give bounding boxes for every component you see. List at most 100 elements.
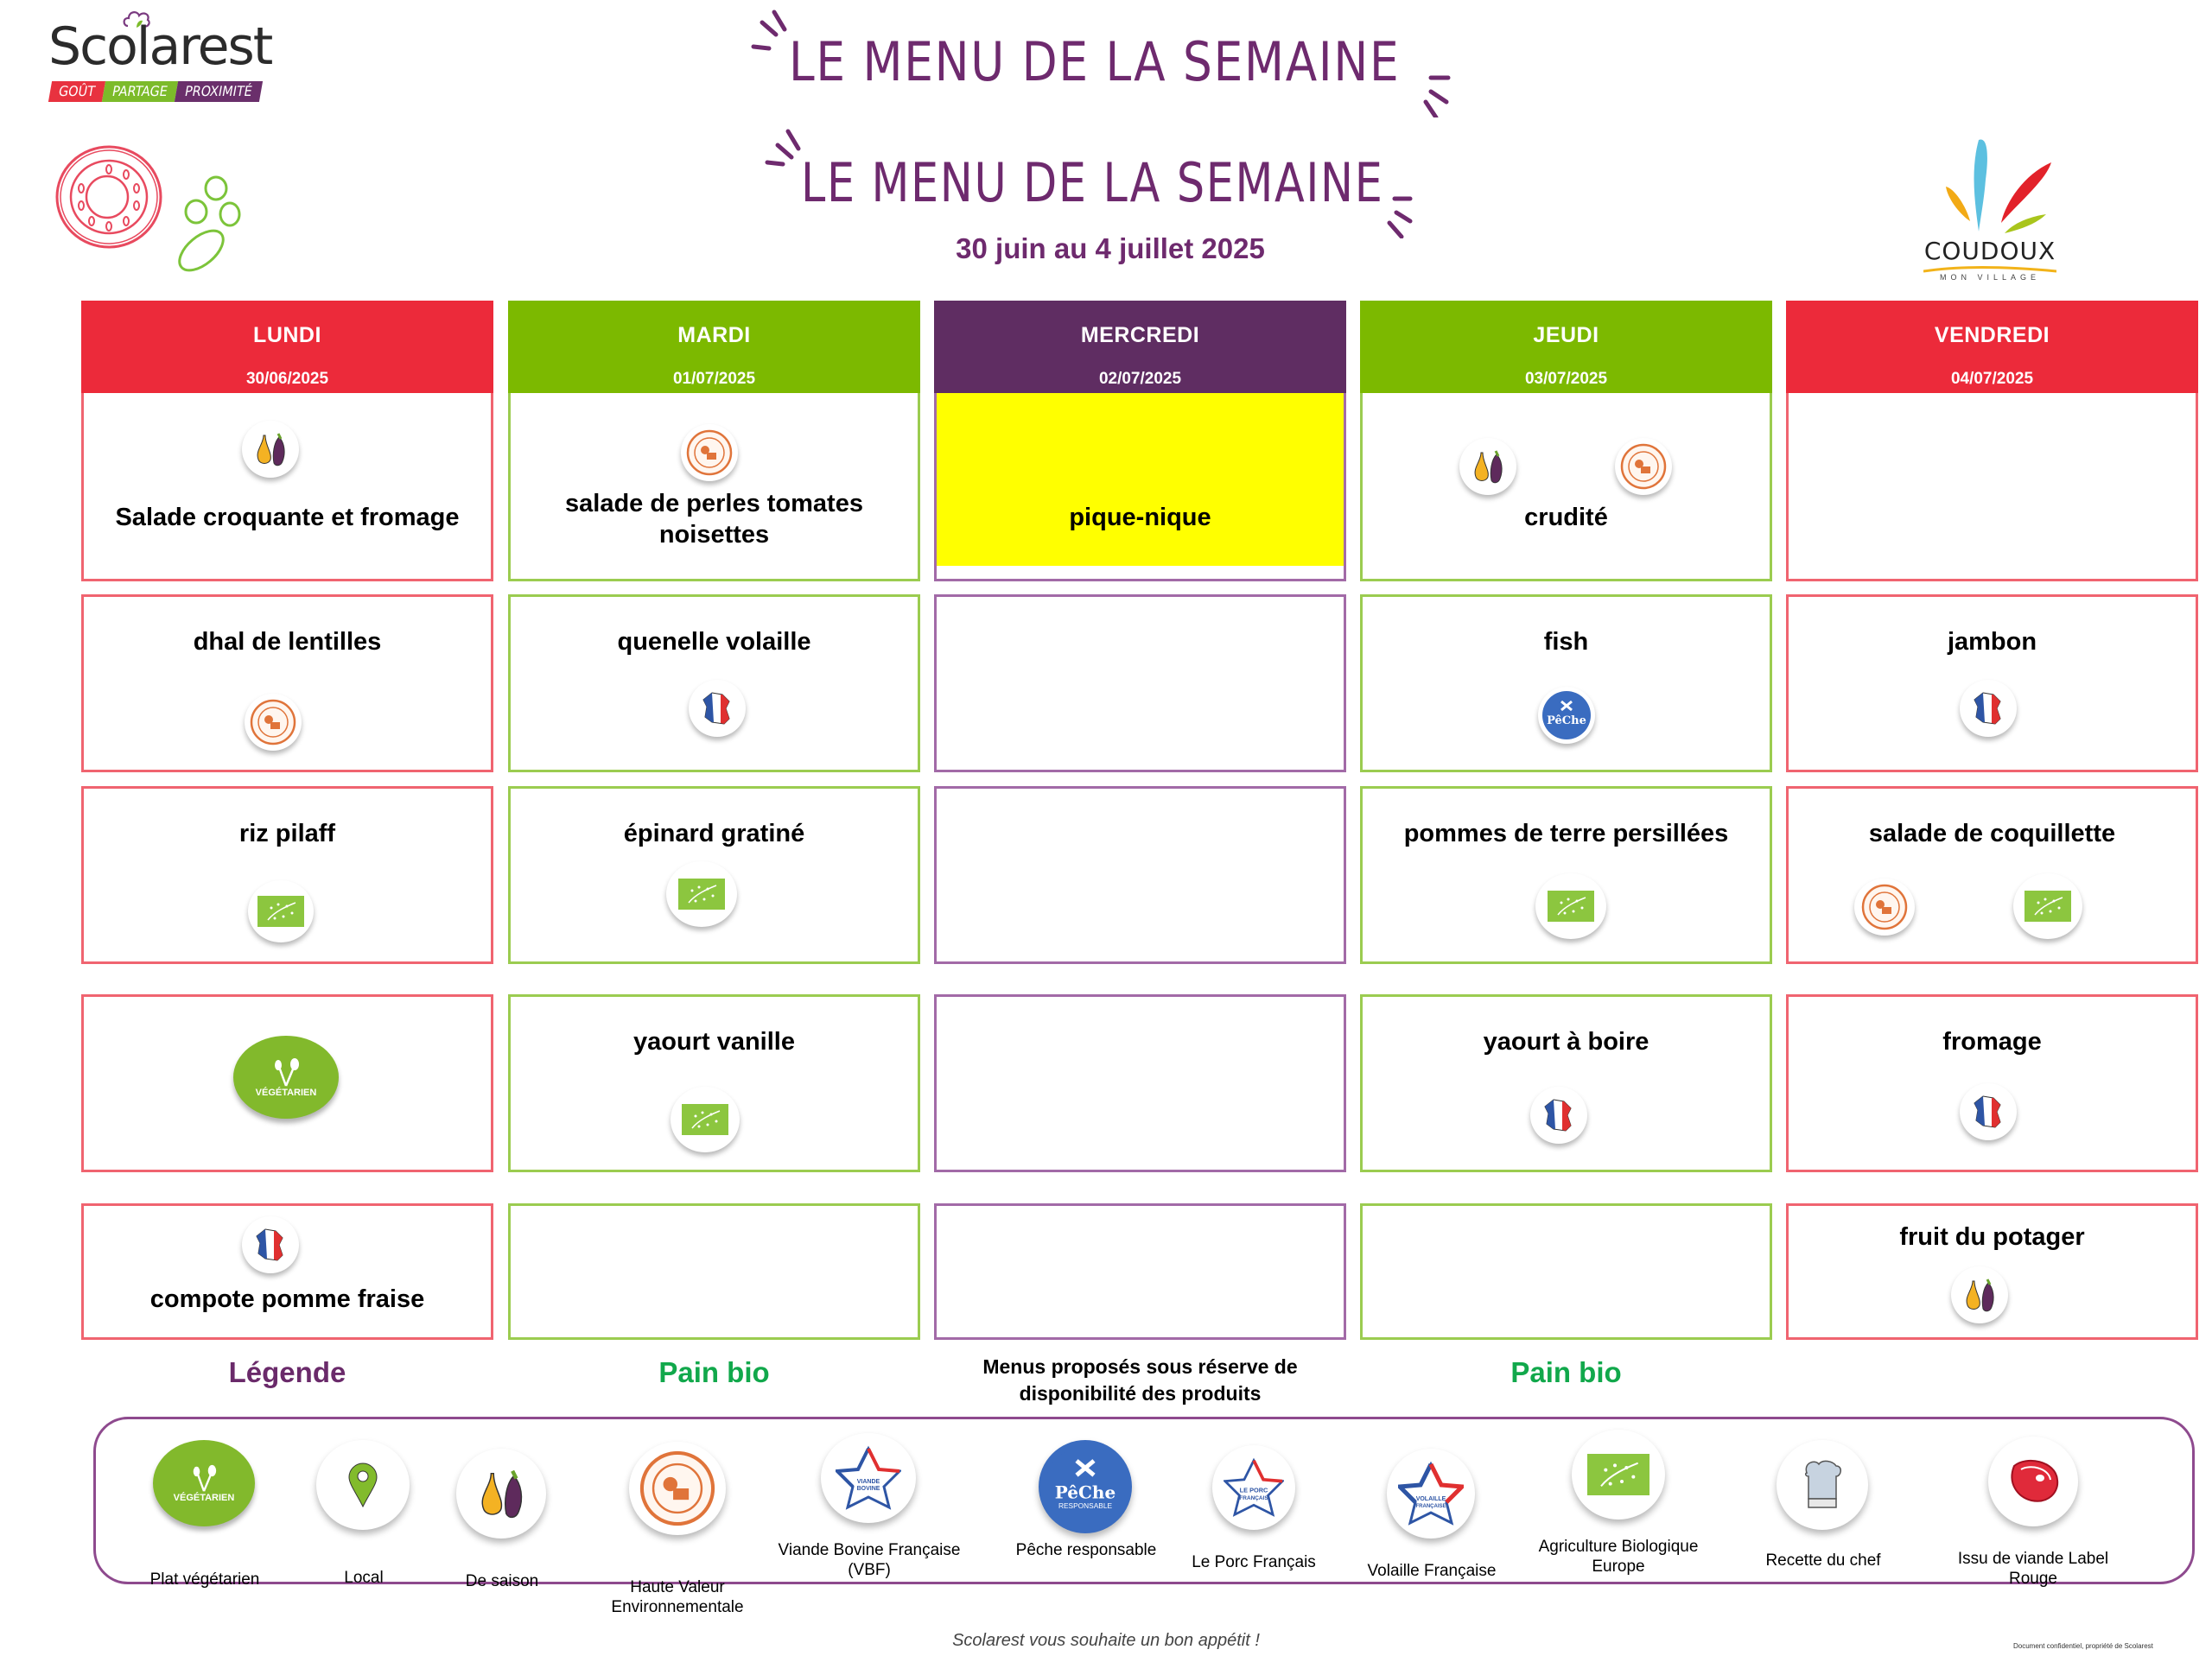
availability-note: Menus proposés sous réserve de disponibi… <box>982 1355 1298 1405</box>
day-date: 04/07/2025 <box>1950 370 2034 388</box>
scolarest-logo: Scolarest GOÛT PARTAGE PROXIMITÉ <box>48 9 299 102</box>
dish-name: crudité <box>1524 504 1608 531</box>
agriculture-biologique-icon <box>666 861 737 927</box>
haute-valeur-environnementale-icon <box>245 694 302 751</box>
dish-name: fruit du potager <box>1899 1223 2085 1251</box>
legend-label: Le Porc Français <box>1192 1553 1316 1571</box>
footer-message: Scolarest vous souhaite un bon appétit ! <box>952 1631 1260 1650</box>
dish-name: fish <box>1543 628 1589 656</box>
haute-valeur-environnementale-icon <box>681 424 738 481</box>
legend-label: Agriculture Biologique Europe <box>1538 1538 1699 1576</box>
menu-cell-mercredi-4 <box>934 994 1346 1172</box>
title-dashes-icon <box>765 129 1413 238</box>
legend-label: Pêche responsable <box>1015 1541 1157 1559</box>
dish-name: pommes de terre persillées <box>1403 820 1729 847</box>
legend-label: Local <box>344 1569 384 1587</box>
day-header-jeudi: JEUDI 03/07/2025 <box>1360 301 1772 394</box>
day-date: 30/06/2025 <box>245 370 329 388</box>
legend-label: Issu de viande Label Rouge <box>1957 1550 2109 1588</box>
svg-text:PêChe: PêChe <box>1547 714 1586 727</box>
menu-cell-mercredi-2 <box>934 594 1346 772</box>
dish-name: épinard gratiné <box>623 820 805 847</box>
menu-cell-lundi-4: VÉGÉTARIEN <box>81 994 493 1172</box>
origine-france-icon <box>689 680 746 737</box>
menu-cell-jeudi-4: yaourt à boire <box>1360 994 1772 1172</box>
menu-cell-lundi-1: Salade croquante et fromage <box>81 393 493 581</box>
dish-name: pique-nique <box>1069 504 1211 531</box>
origine-france-icon <box>1960 1083 2017 1140</box>
agriculture-biologique-icon <box>1535 873 1606 939</box>
chef-hat-icon <box>1777 1440 1868 1530</box>
legend-label: Haute Valeur Environnementale <box>611 1578 744 1616</box>
title-dashes-icon <box>751 10 1451 117</box>
legend-panel: VÉGÉTARIEN Plat végétarien Local De sais… <box>93 1417 2195 1616</box>
tagline-gout: GOÛT <box>48 81 105 102</box>
location-pin-icon <box>316 1440 410 1530</box>
legend-label: Plat végétarien <box>149 1570 260 1589</box>
menu-cell-jeudi-1: crudité <box>1360 393 1772 581</box>
day-header-mardi: MARDI 01/07/2025 <box>508 301 920 394</box>
legend-label: De saison <box>465 1572 539 1590</box>
menu-cell-vendredi-4: fromage <box>1786 994 2198 1172</box>
week-period: 30 juin au 4 juillet 2025 <box>956 232 1265 264</box>
tagline-partage: PARTAGE <box>101 81 178 102</box>
picnic-highlight <box>937 393 1344 566</box>
town-name: COUDOUX <box>1923 237 2056 265</box>
tomato-doodle-icon <box>55 145 162 249</box>
agriculture-biologique-icon <box>248 880 314 942</box>
dish-name: jambon <box>1947 628 2037 656</box>
brand-name: Scolarest <box>48 16 273 77</box>
day-name: JEUDI <box>1533 323 1599 347</box>
porc-francais-icon: LE PORC FRANÇAIS <box>1212 1445 1295 1530</box>
agriculture-biologique-icon <box>2013 873 2082 939</box>
haute-valeur-environnementale-icon <box>1854 879 1915 936</box>
dish-name: quenelle volaille <box>617 628 811 656</box>
town-subtitle: MON VILLAGE <box>1939 273 2041 282</box>
menu-cell-jeudi-2: fish PêChe <box>1360 594 1772 772</box>
menu-cell-vendredi-1 <box>1786 393 2198 581</box>
chef-hat-icon <box>123 11 150 28</box>
day-header-vendredi: VENDREDI 04/07/2025 <box>1786 301 2198 394</box>
hill-line-icon <box>1923 266 2056 273</box>
coudoux-emblem-icon <box>1946 139 2051 233</box>
svg-text:PêChe: PêChe <box>1055 1482 1116 1502</box>
bread-note-thursday: Pain bio <box>1510 1356 1622 1388</box>
menu-cell-mercredi-1: pique-nique <box>934 393 1346 581</box>
de-saison-icon <box>1951 1266 2008 1323</box>
de-saison-icon <box>242 421 299 478</box>
bread-note-tuesday: Pain bio <box>658 1356 770 1388</box>
day-header-mercredi: MERCREDI 02/07/2025 <box>934 301 1346 394</box>
svg-text:RESPONSABLE: RESPONSABLE <box>1058 1501 1112 1510</box>
day-name: MERCREDI <box>1080 323 1200 347</box>
day-date: 03/07/2025 <box>1524 370 1608 388</box>
page-title-secondary: LE MENU DE LA SEMAINE <box>801 151 1384 214</box>
agriculture-biologique-icon <box>671 1087 740 1152</box>
origine-france-icon <box>242 1216 299 1273</box>
svg-text:VIANDE: VIANDE <box>857 1479 880 1485</box>
day-name: VENDREDI <box>1934 323 2050 347</box>
agriculture-biologique-icon <box>1572 1430 1665 1520</box>
peas-doodle-icon <box>178 175 241 272</box>
brand-tagline: GOÛT PARTAGE PROXIMITÉ <box>48 81 263 102</box>
peche-responsable-icon: PêChe RESPONSABLE <box>1039 1440 1132 1533</box>
menu-cell-mardi-2: quenelle volaille <box>508 594 920 772</box>
dish-name: Salade croquante et fromage <box>115 504 460 531</box>
legend-title: Légende <box>228 1356 346 1388</box>
day-name: LUNDI <box>253 323 321 347</box>
menu-cell-mardi-5 <box>508 1203 920 1340</box>
menu-cell-mardi-1: salade de perles tomates noisettes <box>508 393 920 581</box>
menu-cell-mercredi-5 <box>934 1203 1346 1340</box>
de-saison-icon <box>1459 438 1516 495</box>
vegetarien-text: VÉGÉTARIEN <box>173 1493 235 1503</box>
dish-name: dhal de lentilles <box>193 628 382 656</box>
legend-label: Volaille Française <box>1367 1562 1497 1580</box>
dish-name: riz pilaff <box>238 820 336 847</box>
menu-cell-lundi-2: dhal de lentilles <box>81 594 493 772</box>
menu-cell-vendredi-2: jambon <box>1786 594 2198 772</box>
menu-cell-jeudi-5 <box>1360 1203 1772 1340</box>
dish-name: yaourt vanille <box>633 1028 795 1056</box>
tagline-proximite: PROXIMITÉ <box>174 81 263 102</box>
day-date: 01/07/2025 <box>672 370 756 388</box>
confidential-note: Document confidentiel, propriété de Scol… <box>2013 1642 2153 1650</box>
menu-cell-vendredi-5: fruit du potager <box>1786 1203 2198 1340</box>
